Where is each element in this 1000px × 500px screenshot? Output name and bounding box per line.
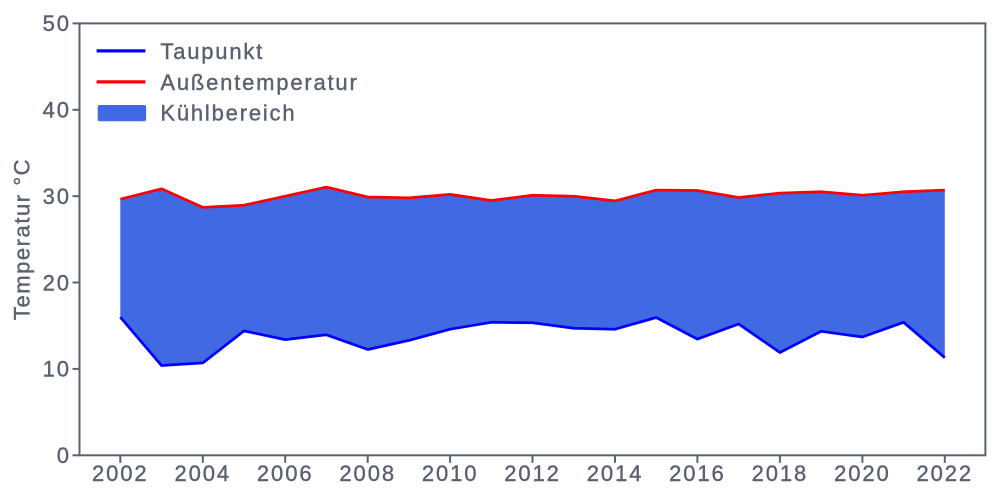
- svg-text:2022: 2022: [917, 461, 974, 486]
- svg-text:2020: 2020: [834, 461, 891, 486]
- svg-text:0: 0: [57, 443, 71, 468]
- svg-text:2006: 2006: [257, 461, 314, 486]
- svg-text:2016: 2016: [669, 461, 726, 486]
- svg-text:2004: 2004: [175, 461, 232, 486]
- svg-text:2008: 2008: [339, 461, 396, 486]
- svg-text:50: 50: [43, 11, 71, 36]
- svg-text:Außentemperatur: Außentemperatur: [160, 70, 358, 95]
- svg-text:30: 30: [43, 184, 71, 209]
- svg-text:2018: 2018: [752, 461, 809, 486]
- svg-text:2002: 2002: [92, 461, 149, 486]
- svg-text:Temperatur °C: Temperatur °C: [10, 158, 35, 320]
- svg-text:10: 10: [43, 357, 71, 382]
- svg-text:20: 20: [43, 270, 71, 295]
- svg-text:2012: 2012: [504, 461, 561, 486]
- svg-text:40: 40: [43, 98, 71, 123]
- svg-text:Taupunkt: Taupunkt: [160, 39, 264, 64]
- svg-text:2010: 2010: [422, 461, 479, 486]
- svg-text:2014: 2014: [587, 461, 644, 486]
- svg-text:Kühlbereich: Kühlbereich: [160, 101, 296, 126]
